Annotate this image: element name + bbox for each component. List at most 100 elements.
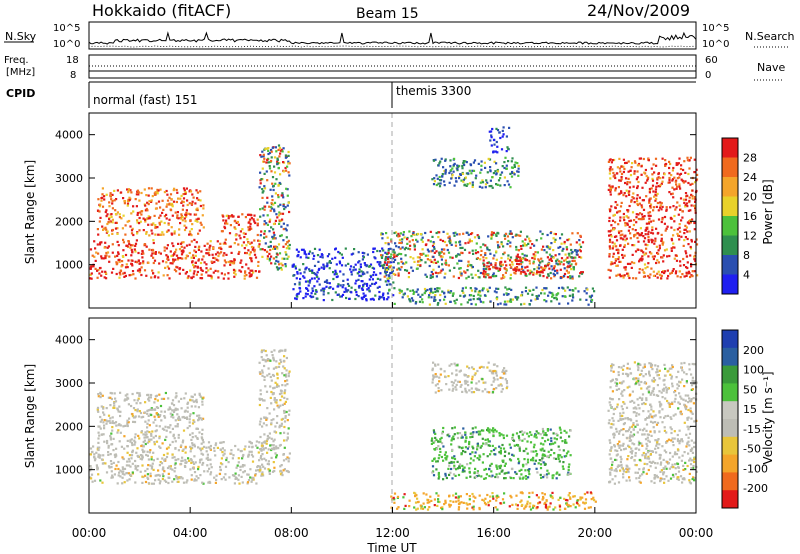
data-cell xyxy=(210,466,213,469)
data-cell xyxy=(451,389,454,392)
data-cell xyxy=(123,435,126,438)
data-cell xyxy=(287,375,290,378)
data-cell xyxy=(511,261,514,264)
data-cell xyxy=(436,447,439,451)
data-cell xyxy=(190,438,193,441)
data-cell xyxy=(389,264,392,267)
data-cell xyxy=(161,211,164,214)
data-cell xyxy=(100,241,103,244)
data-cell xyxy=(648,201,651,204)
data-cell xyxy=(486,427,490,430)
data-cell xyxy=(567,473,570,476)
data-cell xyxy=(672,166,675,170)
data-cell xyxy=(439,450,442,453)
data-cell xyxy=(651,179,655,182)
data-cell xyxy=(136,269,140,272)
data-cell xyxy=(185,416,188,419)
data-cell xyxy=(513,444,516,447)
data-cell xyxy=(644,252,648,255)
data-cell xyxy=(313,247,317,250)
data-cell xyxy=(111,476,114,479)
data-cell xyxy=(542,245,545,248)
data-cell xyxy=(111,243,114,246)
data-cell xyxy=(202,417,205,420)
data-cell xyxy=(673,257,676,260)
data-cell xyxy=(426,248,429,251)
data-cell xyxy=(169,431,172,434)
data-cell xyxy=(636,236,639,240)
data-cell xyxy=(334,256,337,259)
data-cell xyxy=(146,422,149,425)
data-cell xyxy=(557,453,560,457)
data-cell xyxy=(467,275,470,278)
data-cell xyxy=(406,288,409,291)
data-cell xyxy=(299,256,302,259)
data-cell xyxy=(647,255,650,258)
data-cell xyxy=(469,287,472,290)
data-cell xyxy=(416,263,419,267)
data-cell xyxy=(134,464,137,467)
beam-title: Beam 15 xyxy=(356,6,419,22)
data-cell xyxy=(174,419,177,422)
data-cell xyxy=(151,269,154,272)
data-cell xyxy=(515,432,519,435)
data-cell xyxy=(100,433,103,436)
data-cell xyxy=(191,223,194,226)
data-cell xyxy=(172,258,175,261)
data-cell xyxy=(211,253,214,256)
data-cell xyxy=(308,269,311,272)
data-cell xyxy=(240,475,243,478)
data-cell xyxy=(293,283,297,286)
data-cell xyxy=(661,256,664,259)
data-cell xyxy=(224,473,227,476)
data-cell xyxy=(682,257,685,261)
data-cell xyxy=(251,248,254,251)
data-cell xyxy=(525,447,528,450)
data-cell xyxy=(447,236,450,239)
data-cell xyxy=(472,294,475,298)
data-cell xyxy=(454,177,457,180)
data-cell xyxy=(189,450,192,453)
data-cell xyxy=(167,472,170,475)
data-cell xyxy=(142,260,145,263)
data-cell xyxy=(124,224,127,227)
data-cell xyxy=(126,439,129,442)
data-cell xyxy=(119,469,122,472)
data-cell xyxy=(134,198,137,201)
data-cell xyxy=(273,438,276,441)
data-cell xyxy=(448,464,451,467)
data-cell xyxy=(616,211,619,214)
data-cell xyxy=(96,243,99,246)
data-cell xyxy=(199,190,202,193)
data-cell xyxy=(551,292,554,295)
data-cell xyxy=(666,255,669,258)
data-cell xyxy=(277,243,281,246)
data-cell xyxy=(260,454,263,458)
data-cell xyxy=(171,242,174,245)
data-cell xyxy=(656,177,659,180)
data-cell xyxy=(263,157,266,160)
data-cell xyxy=(683,275,686,278)
data-cell xyxy=(634,161,637,164)
data-cell xyxy=(608,255,611,258)
data-cell xyxy=(245,263,248,266)
data-cell xyxy=(409,256,412,259)
data-cell xyxy=(450,380,453,384)
data-cell xyxy=(428,258,431,262)
data-cell xyxy=(144,218,147,221)
data-cell xyxy=(287,413,291,416)
data-cell xyxy=(189,468,192,471)
data-cell xyxy=(524,272,527,275)
data-cell xyxy=(540,248,543,251)
data-cell xyxy=(117,474,120,477)
data-cell xyxy=(661,180,664,183)
data-cell xyxy=(449,300,452,303)
data-cell xyxy=(638,202,641,205)
data-cell xyxy=(144,474,147,477)
data-cell xyxy=(663,173,666,176)
data-cell xyxy=(273,397,276,400)
data-cell xyxy=(222,441,225,444)
data-cell xyxy=(284,415,287,418)
data-cell xyxy=(647,240,650,243)
